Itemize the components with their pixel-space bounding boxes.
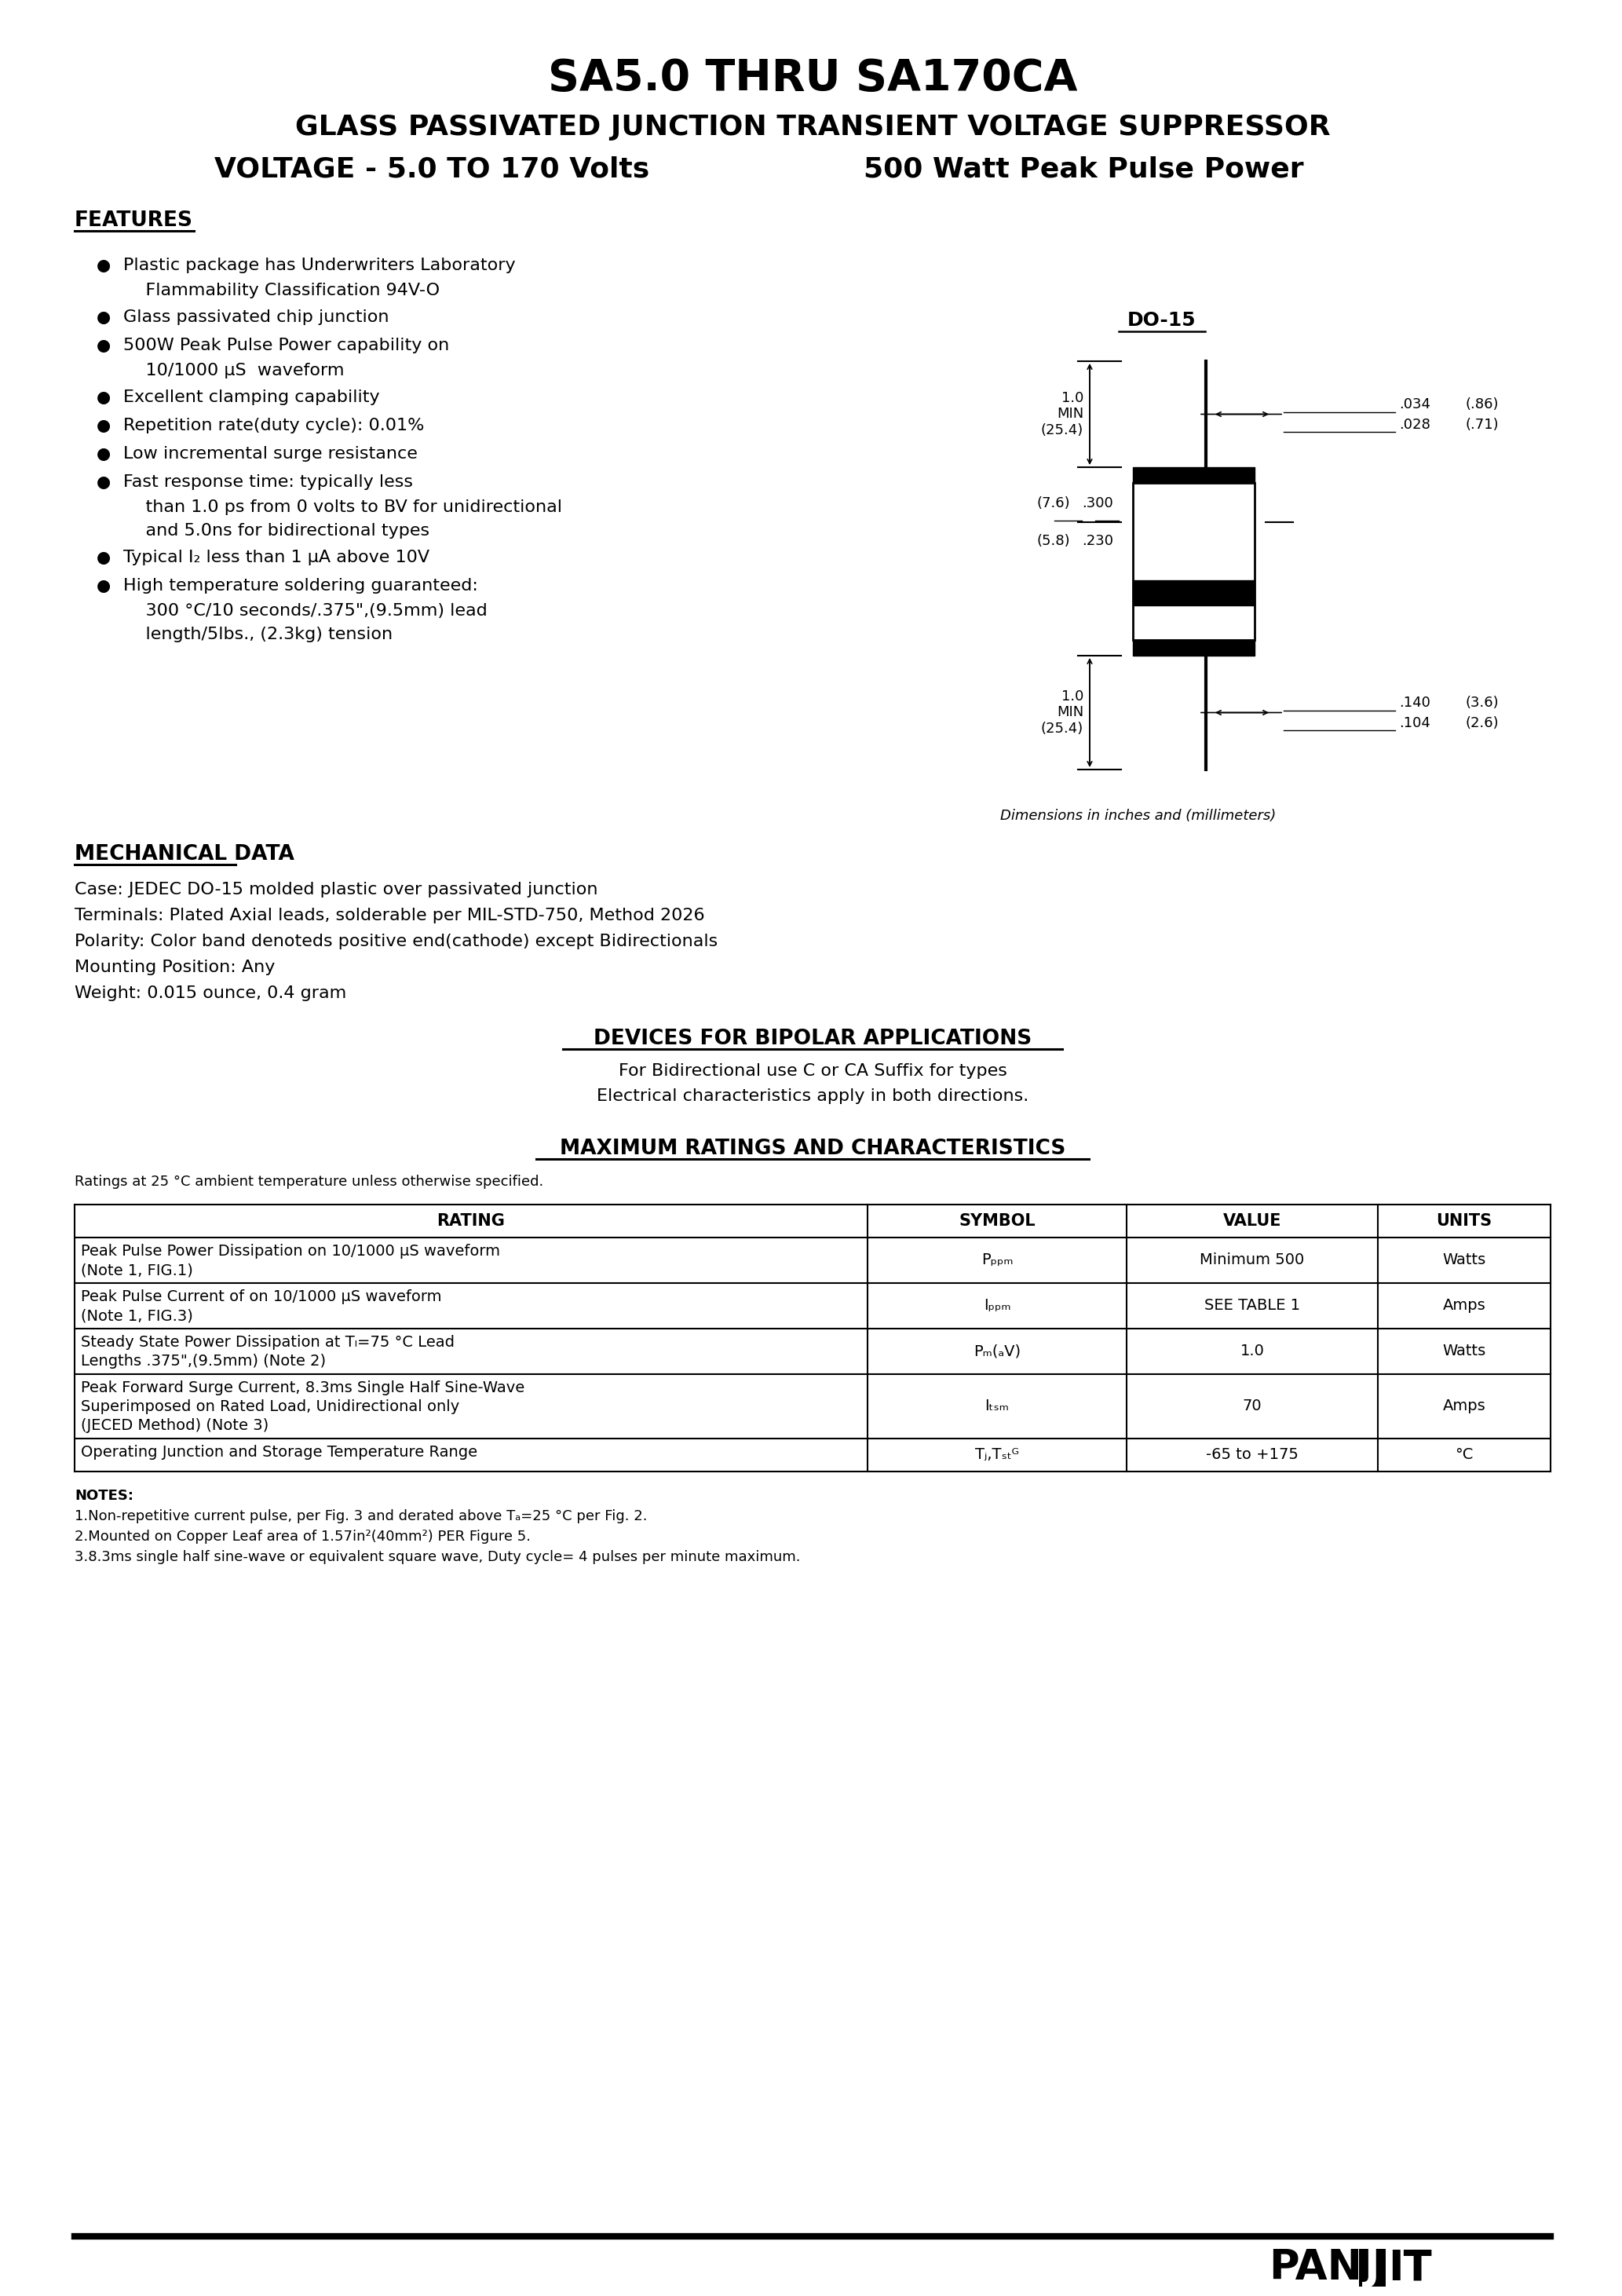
- Text: VALUE: VALUE: [1223, 1212, 1281, 1228]
- Text: 500 Watt Peak Pulse Power: 500 Watt Peak Pulse Power: [863, 156, 1304, 181]
- Text: GLASS PASSIVATED JUNCTION TRANSIENT VOLTAGE SUPPRESSOR: GLASS PASSIVATED JUNCTION TRANSIENT VOLT…: [295, 115, 1330, 140]
- Text: MECHANICAL DATA: MECHANICAL DATA: [75, 845, 294, 866]
- Text: Excellent clamping capability: Excellent clamping capability: [123, 390, 380, 404]
- Text: 1.Non-repetitive current pulse, per Fig. 3 and derated above Tₐ=25 °C per Fig. 2: 1.Non-repetitive current pulse, per Fig.…: [75, 1508, 647, 1522]
- Text: (Note 1, FIG.3): (Note 1, FIG.3): [81, 1309, 193, 1322]
- Bar: [1132, 641, 1254, 657]
- Text: Peak Pulse Power Dissipation on 10/1000 µS waveform: Peak Pulse Power Dissipation on 10/1000 …: [81, 1244, 500, 1258]
- Text: (.86): (.86): [1466, 397, 1499, 411]
- Text: For Bidirectional use C or CA Suffix for types: For Bidirectional use C or CA Suffix for…: [618, 1063, 1007, 1079]
- Text: than 1.0 ps from 0 volts to BV for unidirectional: than 1.0 ps from 0 volts to BV for unidi…: [123, 501, 563, 514]
- Text: Amps: Amps: [1442, 1297, 1486, 1313]
- Text: DEVICES FOR BIPOLAR APPLICATIONS: DEVICES FOR BIPOLAR APPLICATIONS: [594, 1029, 1032, 1049]
- Text: SEE TABLE 1: SEE TABLE 1: [1204, 1297, 1301, 1313]
- Text: Operating Junction and Storage Temperature Range: Operating Junction and Storage Temperatu…: [81, 1444, 477, 1460]
- Text: 1.0
MIN
(25.4): 1.0 MIN (25.4): [1041, 390, 1083, 439]
- Text: and 5.0ns for bidirectional types: and 5.0ns for bidirectional types: [123, 523, 430, 540]
- Text: (7.6): (7.6): [1036, 496, 1071, 510]
- Text: Lengths .375",(9.5mm) (Note 2): Lengths .375",(9.5mm) (Note 2): [81, 1355, 326, 1368]
- Text: Terminals: Plated Axial leads, solderable per MIL-STD-750, Method 2026: Terminals: Plated Axial leads, solderabl…: [75, 907, 704, 923]
- Text: (3.6): (3.6): [1466, 696, 1499, 709]
- Text: ●: ●: [97, 549, 110, 565]
- Text: VOLTAGE - 5.0 TO 170 Volts: VOLTAGE - 5.0 TO 170 Volts: [214, 156, 649, 181]
- Text: Electrical characteristics apply in both directions.: Electrical characteristics apply in both…: [597, 1088, 1028, 1104]
- Text: 2.Mounted on Copper Leaf area of 1.57in²(40mm²) PER Figure 5.: 2.Mounted on Copper Leaf area of 1.57in²…: [75, 1529, 530, 1543]
- Text: MAXIMUM RATINGS AND CHARACTERISTICS: MAXIMUM RATINGS AND CHARACTERISTICS: [560, 1139, 1066, 1159]
- Text: length/5lbs., (2.3kg) tension: length/5lbs., (2.3kg) tension: [123, 627, 393, 643]
- Text: Typical I₂ less than 1 µA above 10V: Typical I₂ less than 1 µA above 10V: [123, 549, 430, 565]
- Text: ●: ●: [97, 418, 110, 434]
- Text: 500W Peak Pulse Power capability on: 500W Peak Pulse Power capability on: [123, 338, 449, 354]
- Text: Iₚₚₘ: Iₚₚₘ: [983, 1297, 1011, 1313]
- Text: 300 °C/10 seconds/.375",(9.5mm) lead: 300 °C/10 seconds/.375",(9.5mm) lead: [123, 604, 487, 618]
- Text: (5.8): (5.8): [1036, 535, 1071, 549]
- Text: ●: ●: [97, 338, 110, 354]
- Text: Minimum 500: Minimum 500: [1200, 1254, 1304, 1267]
- Text: .028: .028: [1400, 418, 1431, 432]
- Text: .104: .104: [1400, 716, 1431, 730]
- Text: IT: IT: [1388, 2248, 1432, 2289]
- Bar: [1359, 2248, 1385, 2287]
- Text: Tⱼ,Tₛₜᴳ: Tⱼ,Tₛₜᴳ: [975, 1446, 1019, 1463]
- Text: Flammability Classification 94V-O: Flammability Classification 94V-O: [123, 282, 440, 298]
- Text: Iₜₛₘ: Iₜₛₘ: [985, 1398, 1009, 1414]
- Text: RATING: RATING: [436, 1212, 504, 1228]
- Text: Pₚₚₘ: Pₚₚₘ: [981, 1254, 1014, 1267]
- Text: DO-15: DO-15: [1127, 310, 1197, 331]
- Text: Watts: Watts: [1442, 1254, 1486, 1267]
- Text: ●: ●: [97, 390, 110, 404]
- Text: Mounting Position: Any: Mounting Position: Any: [75, 960, 276, 976]
- Text: Steady State Power Dissipation at Tₗ=75 °C Lead: Steady State Power Dissipation at Tₗ=75 …: [81, 1334, 454, 1350]
- Text: J: J: [1364, 2248, 1380, 2289]
- Text: Weight: 0.015 ounce, 0.4 gram: Weight: 0.015 ounce, 0.4 gram: [75, 985, 347, 1001]
- Text: Pₘ(ₐV): Pₘ(ₐV): [973, 1343, 1020, 1359]
- Text: Plastic package has Underwriters Laboratory: Plastic package has Underwriters Laborat…: [123, 257, 516, 273]
- Text: 70: 70: [1242, 1398, 1262, 1414]
- Text: SYMBOL: SYMBOL: [959, 1212, 1035, 1228]
- Text: (JECED Method) (Note 3): (JECED Method) (Note 3): [81, 1419, 269, 1433]
- Text: Glass passivated chip junction: Glass passivated chip junction: [123, 310, 389, 326]
- Text: FEATURES: FEATURES: [75, 211, 193, 232]
- Text: High temperature soldering guaranteed:: High temperature soldering guaranteed:: [123, 579, 478, 595]
- Text: Repetition rate(duty cycle): 0.01%: Repetition rate(duty cycle): 0.01%: [123, 418, 425, 434]
- Text: Polarity: Color band denoteds positive end(cathode) except Bidirectionals: Polarity: Color band denoteds positive e…: [75, 934, 719, 948]
- Text: .034: .034: [1400, 397, 1431, 411]
- Text: .140: .140: [1400, 696, 1431, 709]
- Text: 3.8.3ms single half sine-wave or equivalent square wave, Duty cycle= 4 pulses pe: 3.8.3ms single half sine-wave or equival…: [75, 1550, 800, 1564]
- Text: Peak Forward Surge Current, 8.3ms Single Half Sine-Wave: Peak Forward Surge Current, 8.3ms Single…: [81, 1380, 524, 1396]
- Text: Superimposed on Rated Load, Unidirectional only: Superimposed on Rated Load, Unidirection…: [81, 1398, 459, 1414]
- Text: UNITS: UNITS: [1435, 1212, 1492, 1228]
- Text: ●: ●: [97, 257, 110, 273]
- Text: 1.0
MIN
(25.4): 1.0 MIN (25.4): [1041, 689, 1083, 737]
- Text: .230: .230: [1082, 535, 1113, 549]
- Text: Dimensions in inches and (millimeters): Dimensions in inches and (millimeters): [1001, 808, 1277, 822]
- Text: 10/1000 µS  waveform: 10/1000 µS waveform: [123, 363, 344, 379]
- Text: Case: JEDEC DO-15 molded plastic over passivated junction: Case: JEDEC DO-15 molded plastic over pa…: [75, 882, 599, 898]
- Text: Watts: Watts: [1442, 1343, 1486, 1359]
- Text: ●: ●: [97, 310, 110, 326]
- Bar: [1132, 482, 1254, 641]
- Text: Fast response time: typically less: Fast response time: typically less: [123, 475, 414, 489]
- Text: ●: ●: [97, 579, 110, 595]
- Bar: [1132, 466, 1254, 482]
- Text: °C: °C: [1455, 1446, 1473, 1463]
- Text: 1.0: 1.0: [1241, 1343, 1264, 1359]
- Text: Peak Pulse Current of on 10/1000 µS waveform: Peak Pulse Current of on 10/1000 µS wave…: [81, 1290, 441, 1304]
- Text: SA5.0 THRU SA170CA: SA5.0 THRU SA170CA: [548, 57, 1077, 99]
- Text: .300: .300: [1082, 496, 1113, 510]
- Text: PAN: PAN: [1268, 2248, 1362, 2289]
- Text: (2.6): (2.6): [1466, 716, 1499, 730]
- Text: ●: ●: [97, 475, 110, 489]
- Text: Amps: Amps: [1442, 1398, 1486, 1414]
- Text: (Note 1, FIG.1): (Note 1, FIG.1): [81, 1263, 193, 1277]
- Text: NOTES:: NOTES:: [75, 1488, 133, 1504]
- Text: Ratings at 25 °C ambient temperature unless otherwise specified.: Ratings at 25 °C ambient temperature unl…: [75, 1176, 543, 1189]
- Bar: [1132, 581, 1254, 606]
- Text: (.71): (.71): [1466, 418, 1499, 432]
- Text: Low incremental surge resistance: Low incremental surge resistance: [123, 445, 417, 461]
- Text: ●: ●: [97, 445, 110, 461]
- Text: -65 to +175: -65 to +175: [1205, 1446, 1299, 1463]
